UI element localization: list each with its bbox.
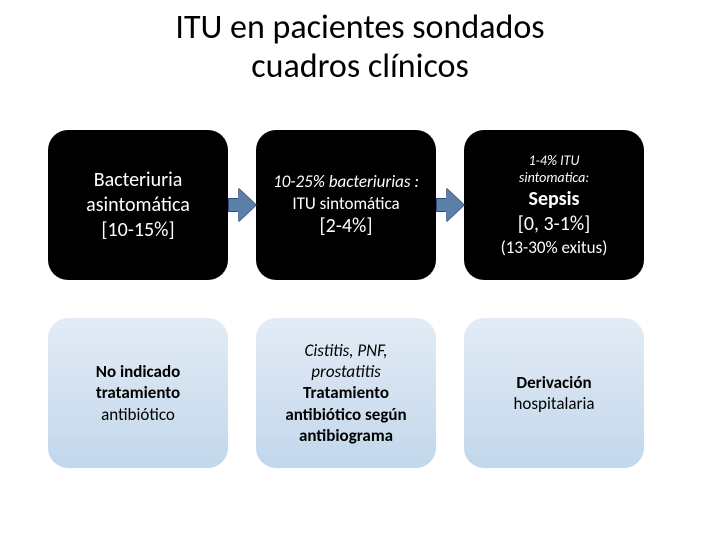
r1c3-line-2: Sepsis (528, 187, 579, 212)
r2c3-line-1: hospitalaria (513, 393, 594, 414)
r1c3-line-0: 1-4% ITU (529, 152, 580, 170)
r2c2-line-4: antibiograma (299, 425, 393, 446)
box-no-indicado-tratamiento: No indicadotratamientoantibiótico (48, 318, 228, 468)
title-line-2: cuadros clínicos (40, 47, 680, 86)
r2c1-line-1: tratamiento (96, 382, 180, 403)
r1c1-line-2: [10-15%] (101, 218, 174, 243)
title-line-1: ITU en pacientes sondados (40, 8, 680, 47)
box-sepsis: 1-4% ITUsintomatica:Sepsis[0, 3-1%](13-3… (464, 130, 644, 280)
r1c3-line-3: [0, 3-1%] (518, 212, 591, 237)
arrow-2 (436, 130, 464, 280)
box-bacteriuria-asintomatica: Bacteriuriaasintomática[10-15%] (48, 130, 228, 280)
arrow-right-icon (228, 188, 256, 222)
r1c2-line-1: ITU sintomática (292, 193, 399, 214)
r2c1-line-2: antibiótico (101, 404, 175, 425)
r2c2-line-1: prostatitis (311, 361, 380, 382)
r1c2-line-2: [2-4%] (320, 214, 373, 239)
box-cistitis-tratamiento: Cistitis, PNF,prostatitisTratamientoanti… (256, 318, 436, 468)
r2c2-line-2: Tratamiento (303, 382, 389, 403)
box-itu-sintomatica: 10-25% bacteriurias :ITU sintomática[2-4… (256, 130, 436, 280)
r2c3-line-0: Derivación (516, 372, 591, 393)
r2c1-line-0: No indicado (96, 361, 180, 382)
r1c1-line-1: asintomática (86, 193, 190, 218)
r1c3-line-1: sintomatica: (519, 169, 589, 187)
arrow-right-icon (436, 188, 464, 222)
arrow-1 (228, 130, 256, 280)
slide-title: ITU en pacientes sondados cuadros clínic… (0, 0, 720, 86)
r1c1-line-0: Bacteriuria (94, 168, 183, 193)
r1c3-line-4: (13-30% exitus) (501, 237, 608, 258)
r2c2-line-0: Cistitis, PNF, (305, 340, 388, 361)
box-derivacion-hospitalaria: Derivaciónhospitalaria (464, 318, 644, 468)
r1c2-line-0: 10-25% bacteriurias : (273, 171, 419, 192)
r2c2-line-3: antibiótico según (285, 404, 406, 425)
diagram-grid: Bacteriuriaasintomática[10-15%] 10-25% b… (48, 130, 672, 468)
